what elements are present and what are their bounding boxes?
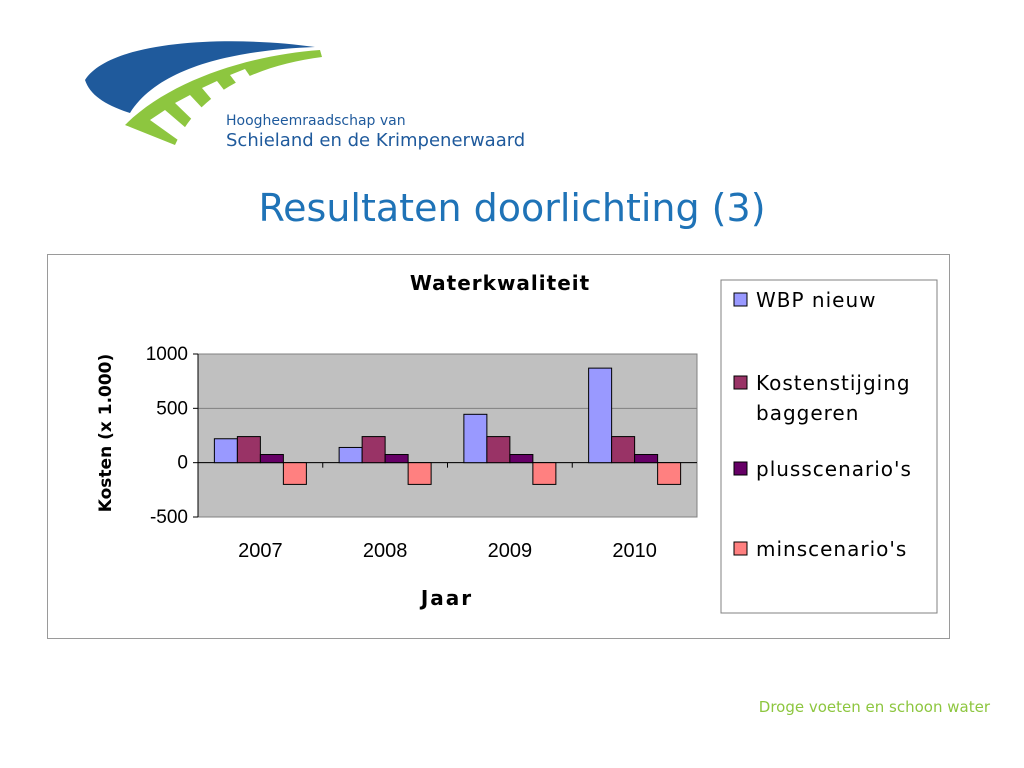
y-tick-label: 500 bbox=[156, 398, 188, 419]
bar bbox=[361, 436, 386, 464]
y-tick-label: 0 bbox=[177, 453, 188, 474]
bar bbox=[384, 454, 409, 464]
bar bbox=[509, 454, 534, 464]
y-tick-label: -500 bbox=[150, 507, 188, 528]
legend-label: minscenario's bbox=[756, 537, 907, 561]
legend-swatch bbox=[733, 375, 748, 390]
x-tick-label: 2010 bbox=[612, 540, 657, 562]
plot-area bbox=[197, 353, 698, 518]
chart-title: Waterkwaliteit bbox=[410, 271, 590, 295]
bar bbox=[634, 454, 659, 464]
logo-white-stripe-1 bbox=[150, 110, 200, 145]
footer-slogan: Droge voeten en schoon water bbox=[758, 698, 990, 716]
logo-blue-swoosh bbox=[85, 41, 315, 113]
bar bbox=[486, 436, 511, 464]
legend-label: plusscenario's bbox=[756, 457, 912, 481]
organization-name-line1: Hoogheemraadschap van bbox=[226, 113, 406, 129]
bar bbox=[463, 413, 488, 464]
bar bbox=[657, 462, 682, 485]
slide-title: Resultaten doorlichting (3) bbox=[258, 186, 766, 230]
bar bbox=[407, 462, 432, 485]
chart-frame: 1000 500 0 -500 2007 2008 2009 2010 Waterkwalite… bbox=[47, 254, 950, 639]
legend-box bbox=[720, 279, 938, 614]
legend-label: Kostenstijging baggeren bbox=[756, 371, 911, 425]
legend-swatch bbox=[733, 292, 748, 307]
bar bbox=[282, 462, 307, 485]
chart-svg: 1000 500 0 -500 2007 2008 2009 2010 Waterkwalite… bbox=[96, 271, 938, 614]
legend-swatch bbox=[733, 541, 748, 556]
logo-white-stripe-3 bbox=[202, 81, 242, 119]
x-tick-label: 2008 bbox=[363, 540, 408, 562]
bar bbox=[338, 446, 363, 464]
logo-white-stripe-2 bbox=[175, 95, 220, 133]
x-tick-label: 2009 bbox=[488, 540, 533, 562]
organization-logo bbox=[85, 41, 322, 145]
y-tick-label: 1000 bbox=[146, 344, 188, 365]
bar bbox=[236, 436, 261, 464]
bar bbox=[532, 462, 557, 485]
x-tick-label: 2007 bbox=[238, 540, 283, 562]
bar bbox=[259, 454, 284, 464]
bar bbox=[611, 436, 636, 464]
legend-label: WBP nieuw bbox=[756, 288, 876, 312]
bar bbox=[213, 438, 238, 464]
legend-swatch bbox=[733, 461, 748, 476]
bar bbox=[588, 367, 613, 464]
logo-white-stripe-4 bbox=[230, 69, 265, 104]
organization-name-line2: Schieland en de Krimpenerwaard bbox=[226, 130, 526, 151]
x-axis-label: Jaar bbox=[419, 586, 473, 610]
y-axis-label: Kosten (x 1.000) bbox=[96, 354, 116, 513]
